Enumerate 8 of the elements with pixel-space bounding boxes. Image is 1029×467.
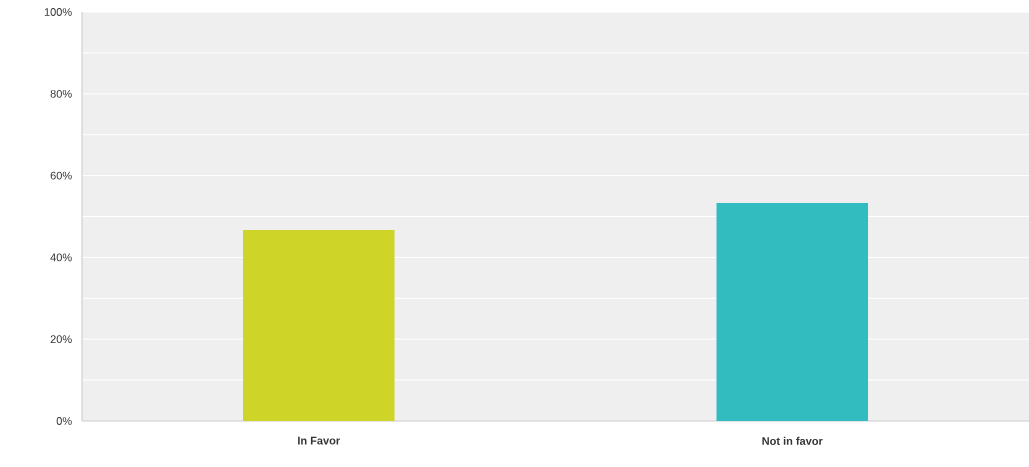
y-tick-label: 40%: [50, 253, 72, 262]
y-tick-label: 60%: [50, 171, 72, 180]
y-tick-label: 0%: [56, 417, 72, 425]
x-tick-label: Not in favor: [762, 436, 823, 445]
y-tick-label: 80%: [50, 89, 72, 98]
y-tick-label: 20%: [50, 335, 72, 344]
x-tick-label: In Favor: [298, 436, 340, 445]
y-tick-label: 100%: [44, 8, 72, 16]
